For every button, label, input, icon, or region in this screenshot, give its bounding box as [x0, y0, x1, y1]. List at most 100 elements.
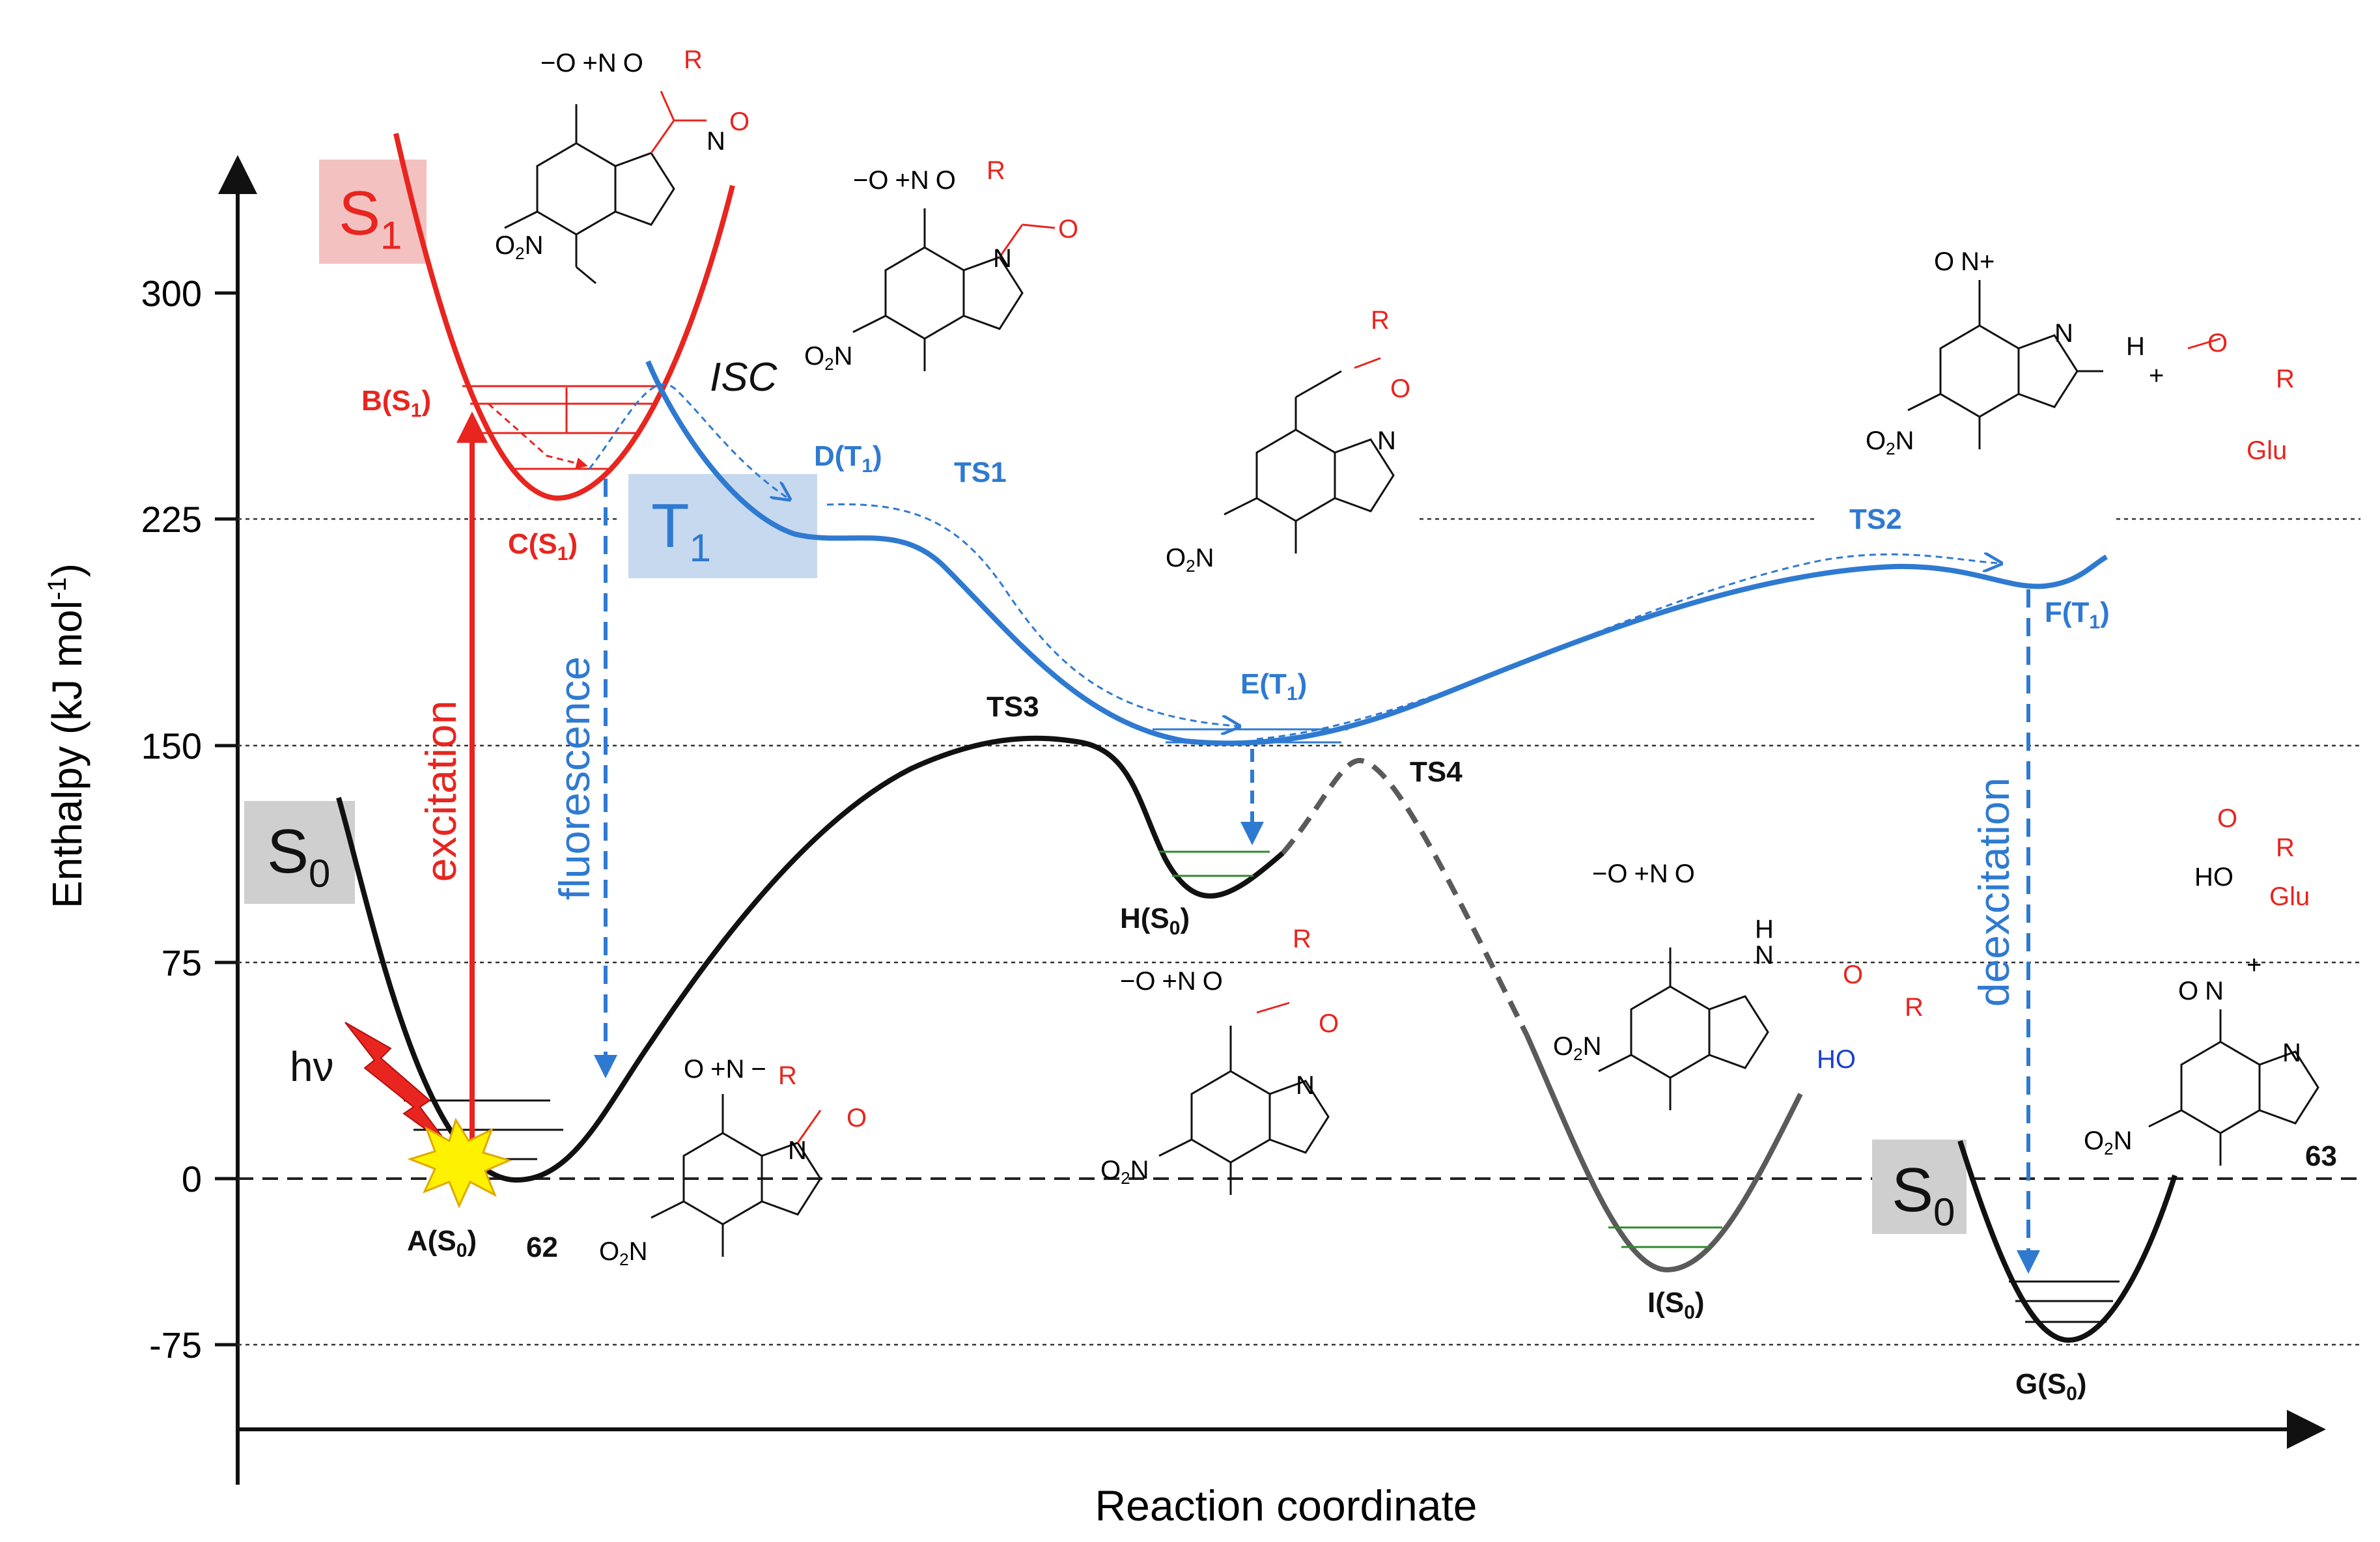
m63-n-label: N [2282, 1039, 2301, 1067]
ts2-h-label: H [2126, 332, 2145, 361]
state-label-TS1: TS1 [954, 456, 1007, 488]
molecule-c-s1 [504, 91, 707, 285]
y-tick-label-neg75: -75 [149, 1325, 202, 1366]
s0-tag-box-right [1872, 1140, 1967, 1234]
c-s1-r-label: R [684, 46, 703, 74]
s0-product-well-g [1957, 1140, 2177, 1343]
state-label-G: G(S0) [2015, 1368, 2087, 1405]
t1-reaction-path-a [826, 503, 1237, 726]
excitation-label: excitation [417, 701, 465, 882]
molecule-e-t1 [1224, 357, 1395, 554]
c-s1-o2n-label: O2N [495, 231, 543, 263]
excitation-flash-icon [407, 1117, 512, 1209]
glu-acid-glu-label: Glu [2269, 882, 2310, 911]
ts2-r-label: R [2276, 365, 2295, 393]
compound-number-62: 62 [526, 1231, 558, 1263]
h-s0-o-label: O [1319, 1009, 1339, 1038]
d-t1-r-label: R [987, 156, 1005, 185]
state-label-B: B(S1) [361, 385, 431, 421]
h-state-levels [1159, 850, 1270, 877]
d-t1-n-label: N [993, 244, 1012, 273]
y-tick-label-300: 300 [141, 273, 202, 314]
deexcitation-label: deexcitation [1970, 778, 2018, 1007]
acid-o-label: O [1843, 960, 1863, 989]
i-state-levels [1608, 1226, 1722, 1248]
s1-curve [393, 133, 735, 501]
state-label-F: F(T1) [2045, 596, 2110, 633]
a-s0-r-label: R [778, 1061, 797, 1090]
molecule-ts2 [1907, 280, 2221, 449]
m63-o2n-label: O2N [2084, 1127, 2132, 1158]
molecule-63 [2148, 1009, 2319, 1166]
y-tick-label-75: 75 [161, 942, 202, 983]
molecule-a-s0 [651, 1094, 822, 1257]
s0-product-well-i [1524, 1034, 1803, 1273]
c-s1-n-label: N [707, 127, 725, 156]
d-t1-o2n-label: O2N [804, 342, 852, 374]
a-s0-nitro-label: O +N − [684, 1055, 766, 1084]
ts2-glu-label: Glu [2247, 436, 2287, 465]
t1-reaction-path-b [1256, 554, 1999, 740]
y-axis-label: Enthalpy (kJ mol-1) [43, 563, 91, 908]
state-label-I: I(S0) [1647, 1287, 1705, 1323]
d-t1-nitro-label: −O +N O [853, 166, 956, 195]
t1-curve [645, 360, 2108, 746]
glu-acid-o-label: O [2217, 804, 2237, 833]
y-tick-label-225: 225 [141, 499, 202, 540]
s1-tag: S1 [339, 178, 402, 257]
a-s0-n-label: N [788, 1136, 807, 1165]
i-s0-o2n-label: O2N [1553, 1032, 1601, 1064]
a-s0-o2n-label: O2N [599, 1237, 647, 1269]
s0-tag-right: S0 [1892, 1155, 1955, 1234]
s0-tag-left: S0 [267, 817, 330, 895]
glu-acid-r-label: R [2276, 834, 2295, 862]
fluorescence-label: fluorescence [550, 656, 598, 900]
s1-relaxation-arrow [488, 402, 588, 470]
state-label-E: E(T1) [1240, 668, 1307, 705]
ts2-plus-label: + [2149, 361, 2164, 390]
h-s0-n-label: N [1296, 1071, 1315, 1100]
y-tick-label-0: 0 [182, 1158, 202, 1199]
ts2-o2n-label: O2N [1866, 427, 1914, 458]
hv-label: hν [290, 1043, 334, 1090]
x-axis-label: Reaction coordinate [1095, 1481, 1477, 1530]
h-s0-r-label: R [1293, 925, 1311, 953]
state-label-TS4: TS4 [1410, 756, 1463, 788]
state-label-A: A(S0) [407, 1225, 477, 1261]
isc-label: ISC [710, 355, 778, 400]
i-s0-h-label: H [1755, 915, 1774, 944]
t1-tag: T1 [651, 491, 711, 570]
e-t1-o-label: O [1390, 374, 1410, 403]
molecule-h-s0 [1158, 1002, 1330, 1195]
e-t1-r-label: R [1371, 306, 1390, 335]
s0-ts4-dashed [1280, 758, 1530, 1037]
acid-r-label: R [1905, 993, 1924, 1022]
s1-vibrational-levels [462, 385, 661, 470]
ts2-nitro-label: O N+ [1934, 247, 1995, 276]
state-label-TS2: TS2 [1849, 503, 1902, 535]
e-state-levels [1153, 728, 1348, 744]
molecule-d-t1 [852, 208, 1056, 371]
a-s0-o-label: O [847, 1104, 867, 1132]
s0-main-curve [336, 735, 1285, 1183]
acid-ho-label: HO [1817, 1045, 1856, 1074]
c-s1-nitro-label: −O +N O [540, 49, 643, 77]
axes: 300 225 150 75 0 -75 Enthalpy (kJ mol-1)… [43, 155, 2326, 1530]
state-label-H: H(S0) [1120, 903, 1190, 939]
ts2-o-label: O [2207, 329, 2228, 357]
h-s0-o2n-label: O2N [1100, 1156, 1149, 1188]
h-s0-nitro-label: −O +N O [1120, 967, 1223, 996]
s0-tag-box-left [244, 801, 355, 904]
lightning-bolt-icon [344, 1022, 450, 1147]
i-s0-nitro-label: −O +N O [1592, 860, 1695, 888]
y-tick-label-150: 150 [141, 725, 202, 766]
c-s1-o-label: O [729, 107, 749, 136]
reference-lines [238, 518, 2360, 1346]
molecule-i-s0 [1598, 947, 1769, 1110]
ts2-n-label: N [2054, 319, 2073, 348]
g-state-levels [2009, 1280, 2120, 1323]
d-t1-o-label: O [1058, 215, 1078, 244]
state-label-TS3: TS3 [987, 691, 1039, 723]
e-t1-n-label: N [1377, 427, 1396, 455]
